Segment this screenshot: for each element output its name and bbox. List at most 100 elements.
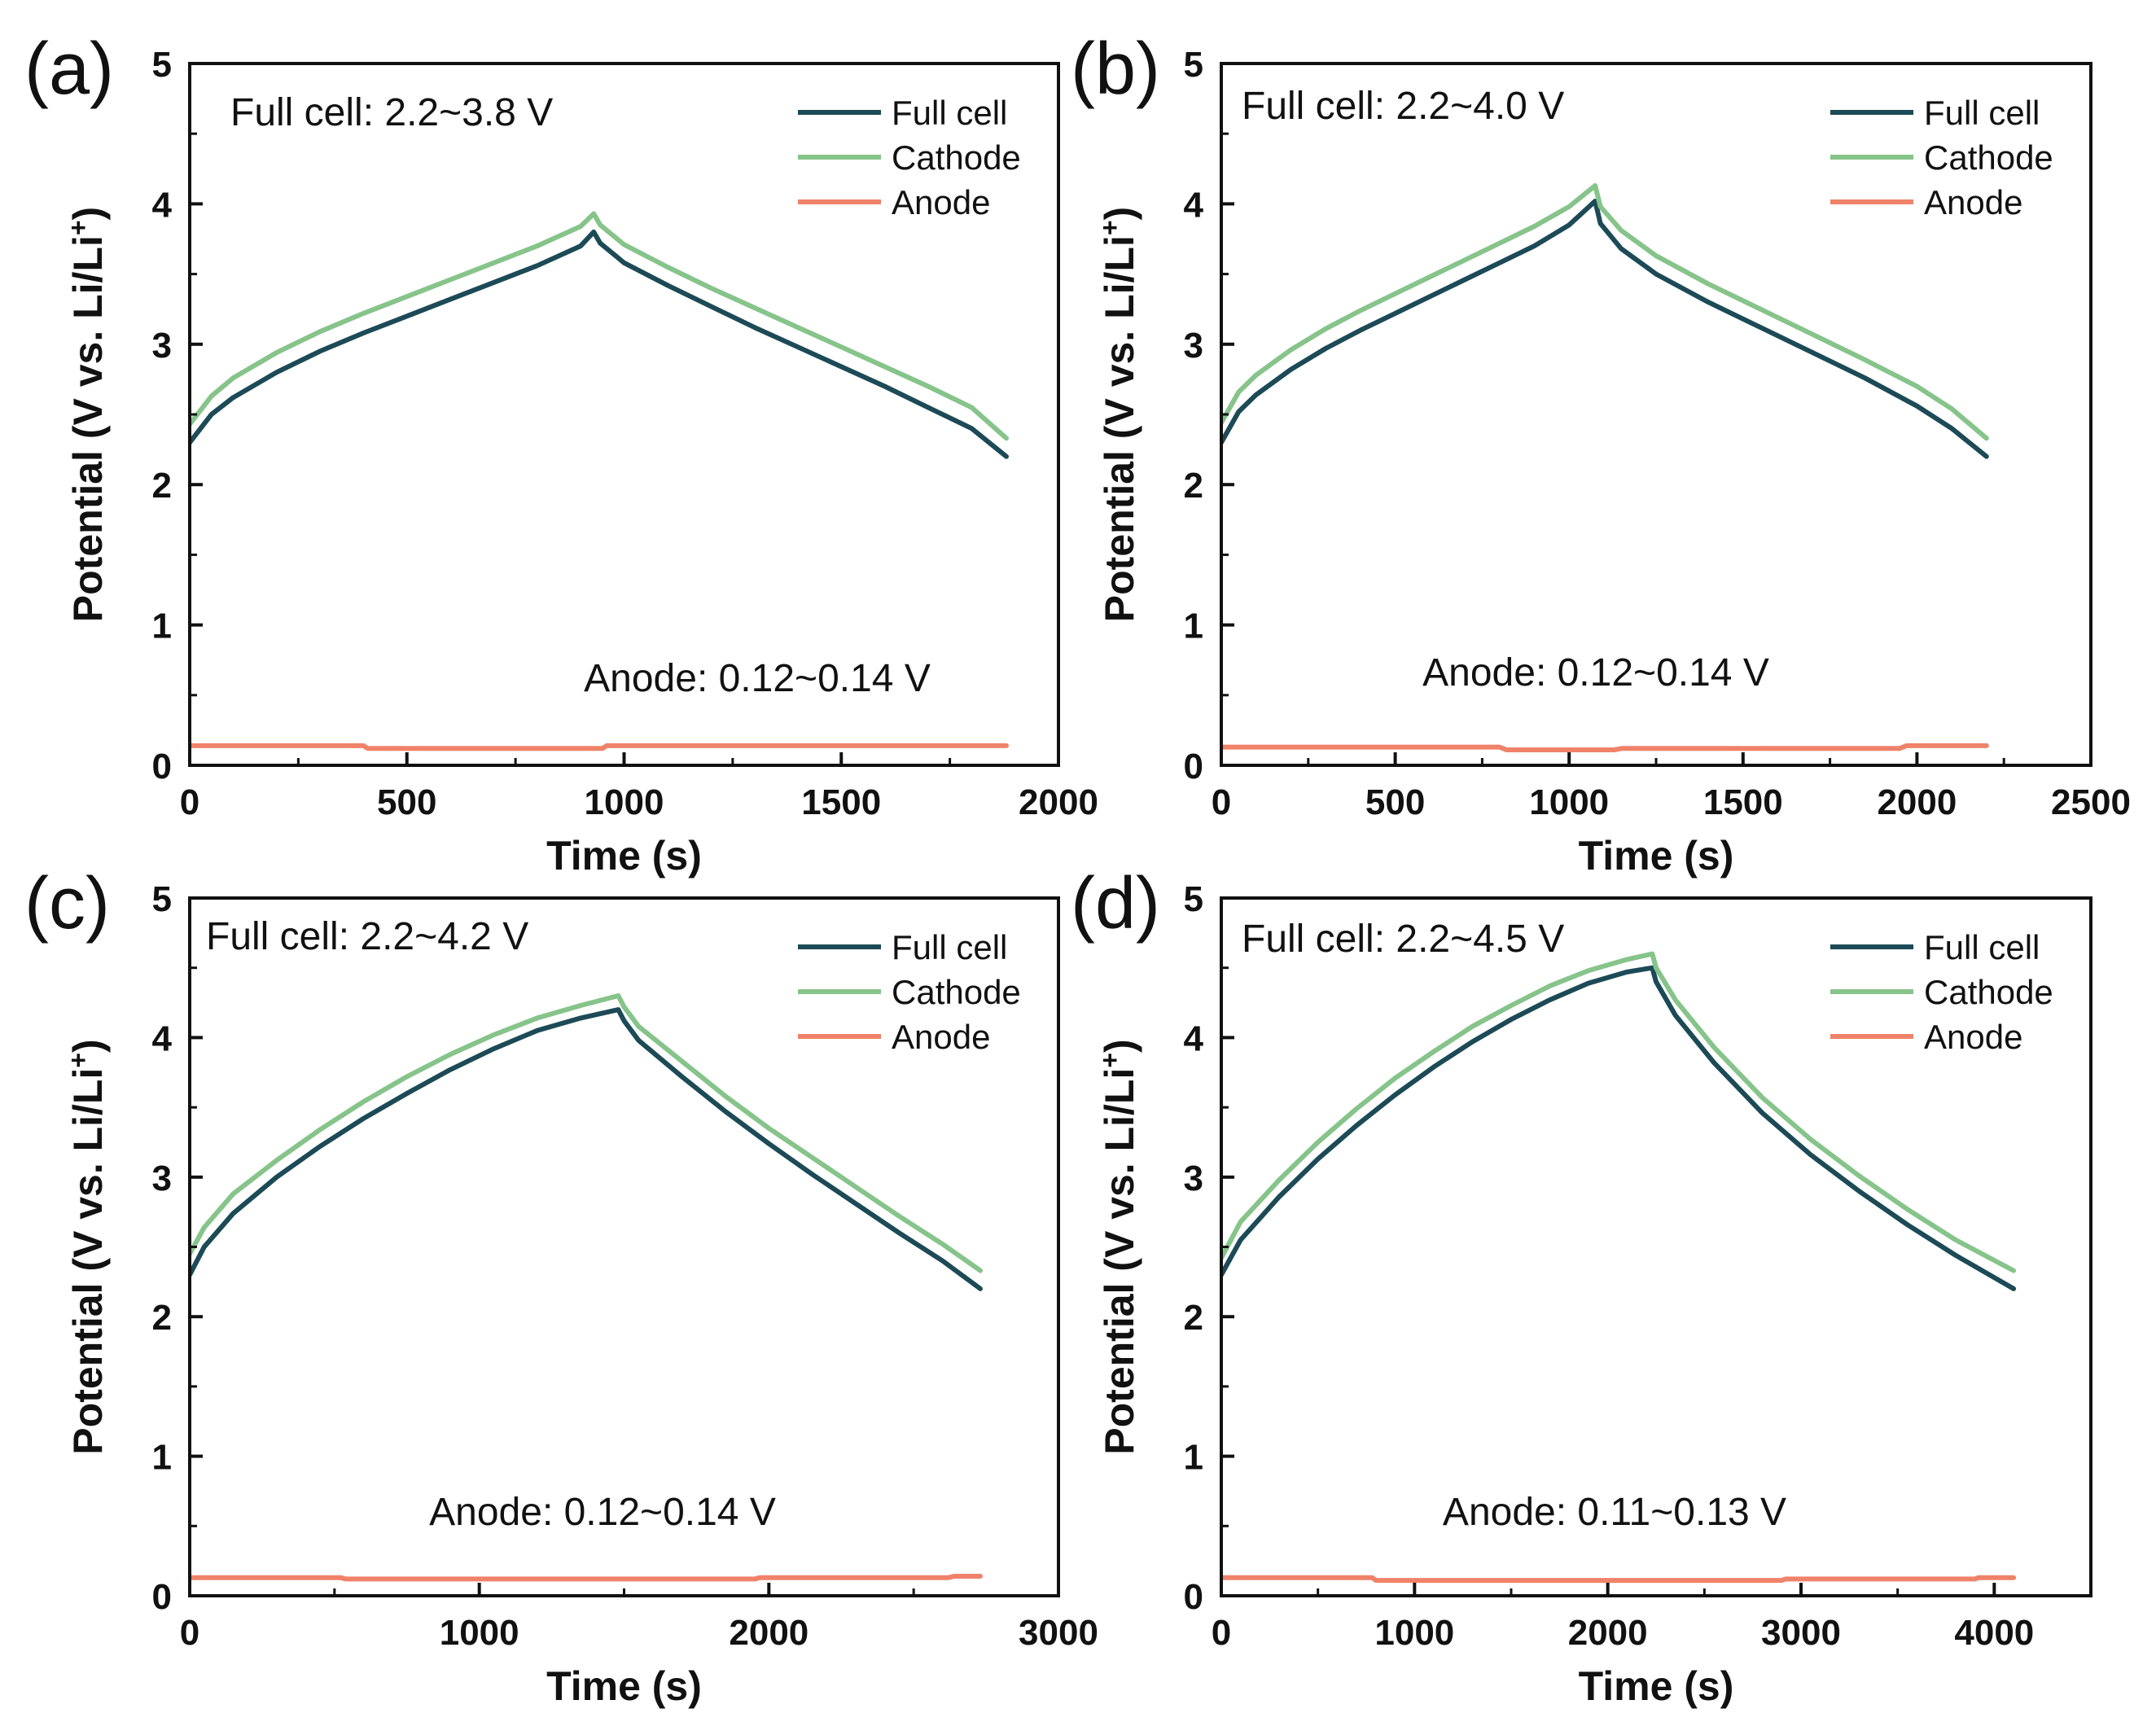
x-tick-label: 500 [377, 782, 436, 822]
y-axis-title-sup: + [64, 220, 93, 235]
x-axis-title: Time (s) [546, 1663, 702, 1709]
y-axis-title: Potential (V vs. Li/Li+) [1095, 1039, 1142, 1454]
y-axis-title-main: Potential (V vs. Li/Li [65, 1068, 111, 1455]
legend-label-anode: Anode [892, 1018, 990, 1056]
x-tick-label: 1000 [1529, 782, 1609, 822]
y-axis-title: Potential (V vs. Li/Li+) [64, 207, 111, 622]
x-tick-label: 1000 [1374, 1613, 1454, 1653]
y-tick-label: 4 [1184, 1019, 1204, 1058]
chart-panel-b: 0 500 1000 1500 2000 2500 0 1 2 3 4 5 Time (s) Potent… [1071, 28, 2131, 878]
y-tick-label: 1 [1184, 607, 1203, 646]
panel-label: (b) [1071, 28, 1160, 110]
y-tick-label: 3 [1184, 326, 1203, 366]
x-axis-title: Time (s) [546, 833, 702, 878]
y-axis-title-end: ) [65, 1039, 111, 1053]
x-tick-label: 2000 [729, 1613, 808, 1653]
x-axis-title: Time (s) [1579, 1663, 1734, 1709]
x-tick-label: 2000 [1019, 782, 1098, 822]
x-tick-label: 2500 [2051, 782, 2131, 822]
annotation-full-cell-range: Full cell: 2.2~3.8 V [230, 91, 553, 134]
series-line-anode [190, 743, 1009, 751]
y-axis-title-end: ) [1097, 1039, 1142, 1053]
legend-label-full-cell: Full cell [892, 928, 1007, 966]
y-tick-label: 1 [152, 1438, 172, 1478]
series-line-anode [1221, 743, 1989, 752]
y-tick-label: 0 [1184, 1577, 1203, 1617]
y-tick-label: 3 [152, 1159, 172, 1198]
y-axis-title-sup: + [64, 1053, 93, 1068]
chart-panel-d: 0 1000 2000 3000 4000 0 1 2 3 4 5 Time (s) Potential… [1071, 863, 2092, 1709]
panel-label: (a) [24, 28, 114, 110]
y-axis-title: Potential (V vs. Li/Li+) [64, 1039, 111, 1454]
series-line-full-cell [190, 229, 1009, 459]
legend-label-full-cell: Full cell [1924, 94, 2040, 132]
y-tick-label: 5 [152, 879, 172, 919]
x-tick-label: 4000 [1954, 1613, 2034, 1653]
panel-label: (d) [1071, 863, 1160, 944]
y-tick-label: 2 [152, 1298, 172, 1338]
legend-label-cathode: Cathode [1924, 138, 2053, 177]
series-line-full-cell [1221, 965, 2017, 1291]
chart-panel-c: 0 1000 2000 3000 0 1 2 3 4 5 Time (s) Potential (V … [24, 863, 1098, 1709]
y-axis-title-sup: + [1095, 220, 1124, 235]
series-line-full-cell [190, 1007, 983, 1291]
y-tick-label: 0 [152, 1577, 172, 1617]
legend-label-cathode: Cathode [892, 973, 1021, 1011]
y-tick-label: 2 [1184, 466, 1203, 506]
y-tick-label: 2 [152, 466, 172, 506]
y-tick-label: 1 [1184, 1438, 1203, 1478]
y-tick-label: 5 [1184, 45, 1203, 85]
x-tick-label: 2000 [1568, 1613, 1648, 1653]
panel-label: (c) [24, 863, 110, 944]
series-line-anode [1221, 1575, 2017, 1584]
y-tick-label: 2 [1184, 1298, 1203, 1338]
series-line-full-cell [1221, 199, 1989, 459]
x-tick-label: 500 [1365, 782, 1425, 822]
y-tick-label: 0 [1184, 747, 1203, 786]
series-line-anode [190, 1574, 983, 1582]
x-tick-label: 1000 [440, 1613, 519, 1653]
series-line-cathode [190, 211, 1009, 441]
annotation-full-cell-range: Full cell: 2.2~4.0 V [1242, 85, 1564, 128]
series-line-cathode [1221, 951, 2017, 1273]
y-tick-label: 5 [152, 45, 172, 85]
y-tick-label: 5 [1184, 879, 1203, 919]
legend-label-anode: Anode [1924, 1018, 2022, 1056]
y-tick-label: 4 [152, 185, 173, 225]
y-axis-title-main: Potential (V vs. Li/Li [1097, 235, 1142, 622]
y-axis-title: Potential (V vs. Li/Li+) [1095, 207, 1142, 622]
series-line-cathode [190, 993, 983, 1273]
x-axis-title: Time (s) [1579, 833, 1734, 878]
y-tick-label: 1 [152, 607, 172, 646]
legend-label-full-cell: Full cell [892, 94, 1007, 132]
y-axis-title-end: ) [65, 207, 111, 221]
x-tick-label: 3000 [1019, 1613, 1098, 1653]
y-tick-label: 0 [152, 747, 172, 786]
x-tick-label: 0 [1212, 782, 1231, 822]
x-tick-label: 1500 [801, 782, 881, 822]
y-tick-label: 4 [1184, 185, 1204, 225]
y-axis-title-main: Potential (V vs. Li/Li [1097, 1068, 1142, 1455]
annotation-full-cell-range: Full cell: 2.2~4.2 V [206, 915, 528, 958]
y-tick-label: 3 [1184, 1159, 1203, 1198]
x-tick-label: 0 [1212, 1613, 1231, 1653]
chart-panel-a: 0 500 1000 1500 2000 0 1 2 3 4 5 Time (s) Potential … [24, 28, 1098, 878]
annotation-anode-range: Anode: 0.11~0.13 V [1443, 1491, 1786, 1534]
y-axis-title-sup: + [1095, 1053, 1124, 1068]
x-tick-label: 3000 [1761, 1613, 1841, 1653]
x-tick-label: 1500 [1703, 782, 1783, 822]
x-tick-label: 1000 [585, 782, 664, 822]
annotation-anode-range: Anode: 0.12~0.14 V [429, 1491, 776, 1534]
x-tick-label: 0 [180, 782, 199, 822]
y-axis-title-end: ) [1097, 207, 1142, 221]
x-tick-label: 2000 [1877, 782, 1957, 822]
y-tick-label: 4 [152, 1019, 173, 1058]
series-line-cathode [1221, 183, 1989, 441]
annotation-full-cell-range: Full cell: 2.2~4.5 V [1242, 918, 1564, 961]
y-tick-label: 3 [152, 326, 172, 366]
legend-label-anode: Anode [1924, 183, 2022, 221]
legend-label-full-cell: Full cell [1924, 928, 2040, 966]
x-tick-label: 0 [180, 1613, 199, 1653]
y-axis-title-main: Potential (V vs. Li/Li [65, 235, 111, 622]
